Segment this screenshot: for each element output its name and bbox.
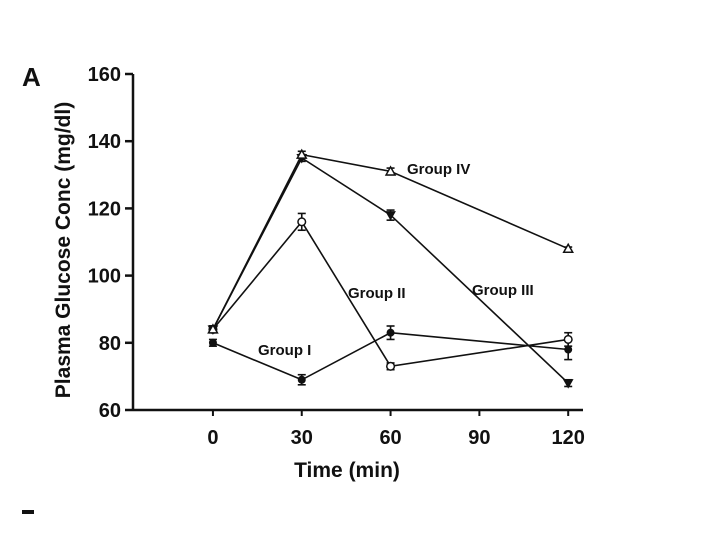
x-ticks: 0 30 60 90 120 [207,410,585,449]
data-point [564,345,573,354]
axes [131,74,583,412]
panel-letter: A [22,62,41,92]
series-1 [208,325,573,386]
series-line [212,220,569,368]
data-point [297,217,307,227]
data-point [562,242,574,253]
y-ticks: 60 80 100 120 140 160 [88,64,133,422]
data-point [385,211,396,221]
x-tick-label: 60 [379,427,401,449]
data-point [208,338,217,347]
data-point [562,379,574,389]
data-point [207,323,219,334]
y-tick-label: 120 [88,198,121,220]
y-tick-label: 100 [88,266,121,288]
series-line [212,153,569,330]
series-4 [207,148,574,334]
data-point [295,148,308,159]
data-point [384,165,397,176]
x-tick-label: 90 [468,427,490,449]
data-point [386,328,395,337]
series-label-group-3: Group III [472,282,534,299]
data-point [563,334,573,344]
y-tick-label: 140 [88,131,121,153]
next-panel-fragment [22,510,34,514]
series-label-group-1: Group I [258,342,311,359]
series-layer [207,148,574,389]
x-axis-title: Time (min) [294,459,400,482]
y-axis-title: Plasma Glucose Conc (mg/dl) [52,102,75,398]
series-label-group-2: Group II [348,285,406,302]
data-point [297,375,306,384]
y-tick-label: 80 [99,333,121,355]
series-labels: Group I Group II Group III Group IV [258,161,534,359]
series-line [212,331,569,381]
x-tick-label: 0 [207,427,218,449]
y-tick-label: 60 [99,400,121,422]
series-label-group-4: Group IV [407,161,470,178]
y-tick-label: 160 [88,64,121,86]
data-point [386,361,396,371]
x-tick-label: 120 [552,427,585,449]
x-tick-label: 30 [291,427,313,449]
